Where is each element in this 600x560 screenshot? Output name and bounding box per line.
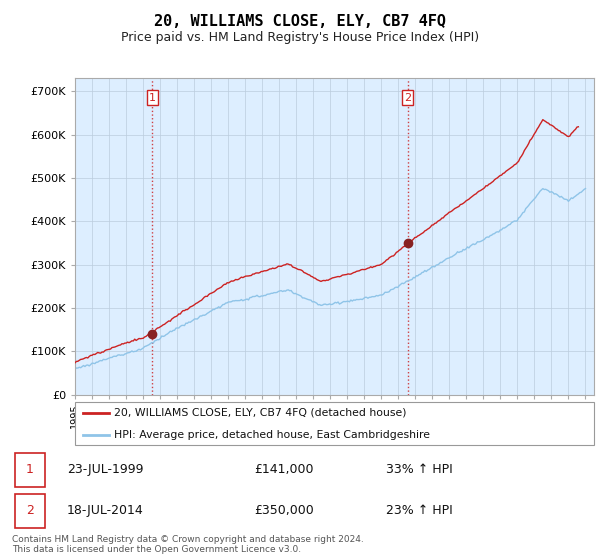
- Text: 20, WILLIAMS CLOSE, ELY, CB7 4FQ (detached house): 20, WILLIAMS CLOSE, ELY, CB7 4FQ (detach…: [114, 408, 406, 418]
- Text: 2: 2: [26, 504, 34, 517]
- Text: £141,000: £141,000: [254, 463, 313, 477]
- Text: 20, WILLIAMS CLOSE, ELY, CB7 4FQ: 20, WILLIAMS CLOSE, ELY, CB7 4FQ: [154, 14, 446, 29]
- FancyBboxPatch shape: [75, 402, 594, 445]
- Text: 23-JUL-1999: 23-JUL-1999: [67, 463, 143, 477]
- FancyBboxPatch shape: [15, 494, 45, 528]
- Text: Contains HM Land Registry data © Crown copyright and database right 2024.
This d: Contains HM Land Registry data © Crown c…: [12, 535, 364, 554]
- FancyBboxPatch shape: [15, 454, 45, 487]
- Text: £350,000: £350,000: [254, 504, 314, 517]
- Text: HPI: Average price, detached house, East Cambridgeshire: HPI: Average price, detached house, East…: [114, 430, 430, 440]
- Text: 23% ↑ HPI: 23% ↑ HPI: [386, 504, 453, 517]
- Text: 2: 2: [404, 92, 411, 102]
- Text: 33% ↑ HPI: 33% ↑ HPI: [386, 463, 453, 477]
- Text: 1: 1: [149, 92, 156, 102]
- Text: Price paid vs. HM Land Registry's House Price Index (HPI): Price paid vs. HM Land Registry's House …: [121, 31, 479, 44]
- Text: 1: 1: [26, 463, 34, 477]
- Text: 18-JUL-2014: 18-JUL-2014: [67, 504, 143, 517]
